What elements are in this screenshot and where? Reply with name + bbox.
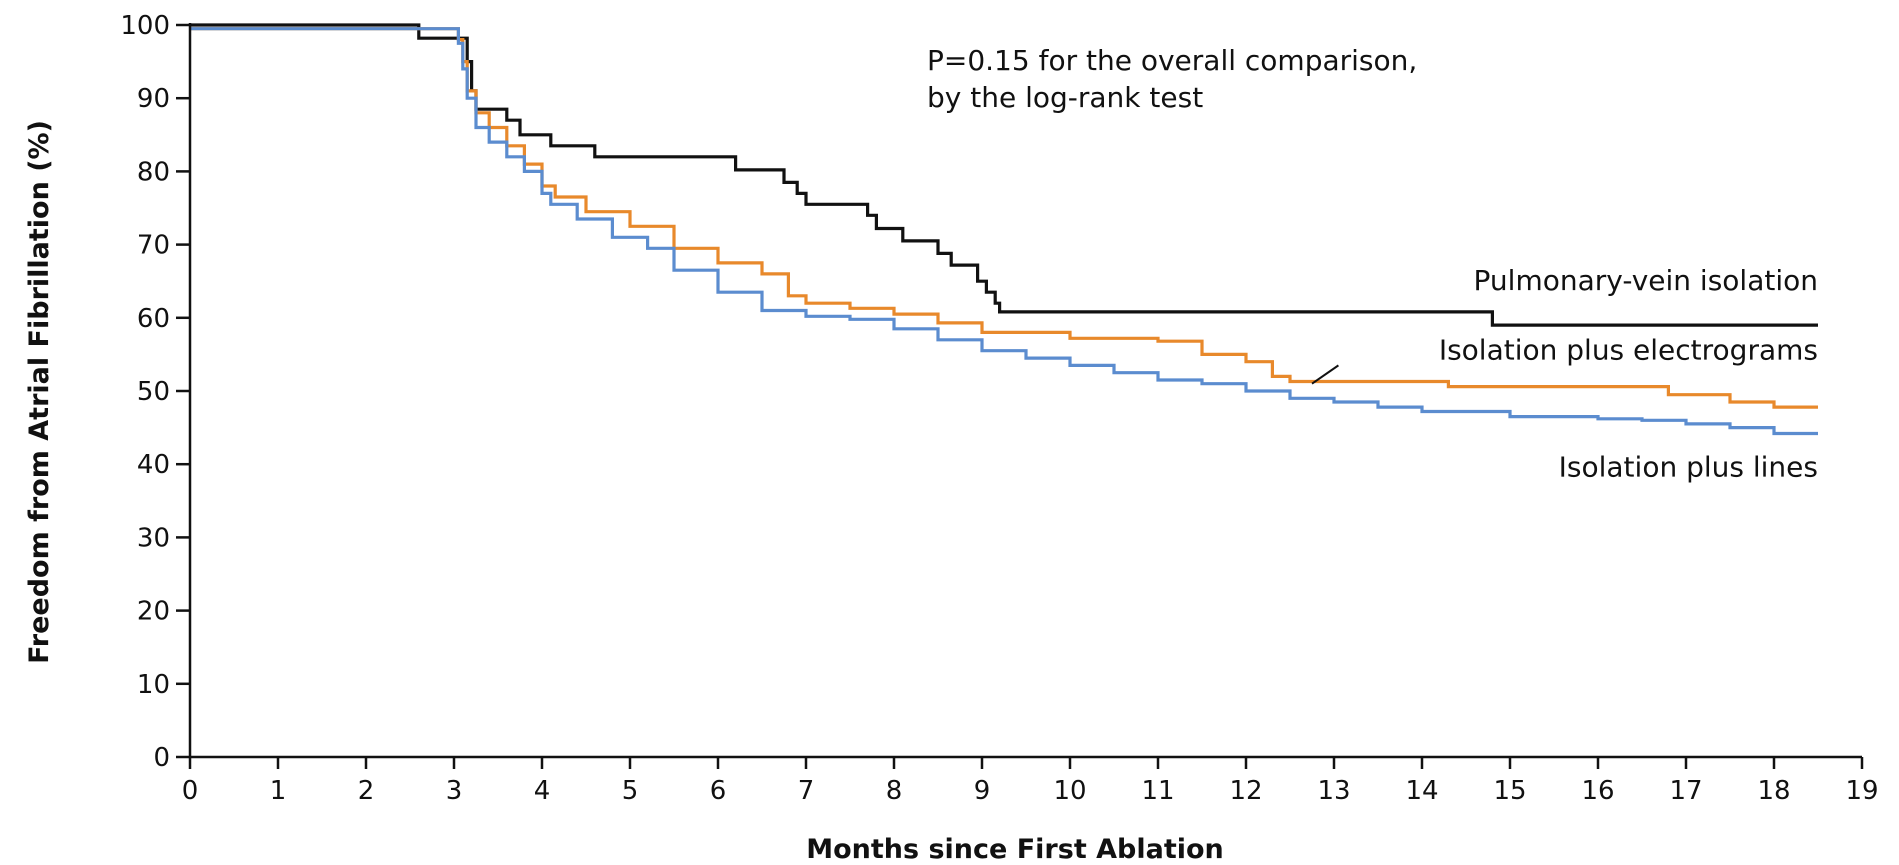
x-tick-label: 8 xyxy=(886,776,903,806)
x-tick-label: 19 xyxy=(1845,776,1878,806)
y-tick-label: 50 xyxy=(137,377,170,407)
y-tick-label: 20 xyxy=(137,597,170,627)
x-tick-label: 11 xyxy=(1141,776,1174,806)
y-axis-title: Freedom from Atrial Fibrillation (%) xyxy=(24,120,55,664)
series-line-isolation-plus-electrograms xyxy=(190,27,1818,409)
x-tick-label: 0 xyxy=(182,776,199,806)
x-tick-label: 2 xyxy=(358,776,375,806)
series-label-isolation-plus-lines: Isolation plus lines xyxy=(1559,451,1818,484)
y-tick-label: 80 xyxy=(137,157,170,187)
y-tick-label: 30 xyxy=(137,523,170,553)
series-line-isolation-plus-lines xyxy=(190,27,1818,436)
x-axis-title: Months since First Ablation xyxy=(806,834,1224,865)
x-tick-label: 3 xyxy=(446,776,463,806)
label-layer: Pulmonary-vein isolation Isolation plus e… xyxy=(1439,264,1818,484)
y-tick-label: 70 xyxy=(137,231,170,261)
x-tick-label: 6 xyxy=(710,776,727,806)
x-tick-label: 9 xyxy=(974,776,991,806)
x-tick-label: 10 xyxy=(1053,776,1086,806)
x-tick-label: 12 xyxy=(1229,776,1262,806)
y-tick-label: 60 xyxy=(137,304,170,334)
x-tick-label: 14 xyxy=(1405,776,1438,806)
series-label-pulmonary-vein-isolation: Pulmonary-vein isolation xyxy=(1474,264,1818,297)
y-tick-label: 90 xyxy=(137,84,170,114)
x-tick-label: 15 xyxy=(1493,776,1526,806)
x-tick-label: 5 xyxy=(622,776,639,806)
series-layer xyxy=(190,23,1818,436)
x-tick-label: 16 xyxy=(1581,776,1614,806)
y-tick-label: 40 xyxy=(137,450,170,480)
x-tick-label: 4 xyxy=(534,776,551,806)
series-line-pulmonary-vein-isolation xyxy=(190,23,1818,327)
y-tick-label: 0 xyxy=(153,743,170,773)
x-tick-label: 7 xyxy=(798,776,815,806)
pvalue-annotation-line1: P=0.15 for the overall comparison, xyxy=(927,44,1417,77)
series-label-isolation-plus-electrograms: Isolation plus electrograms xyxy=(1439,334,1818,367)
y-tick-label: 10 xyxy=(137,670,170,700)
x-tick-label: 17 xyxy=(1669,776,1702,806)
pvalue-annotation-line2: by the log-rank test xyxy=(927,81,1203,114)
x-tick-label: 18 xyxy=(1757,776,1790,806)
x-tick-label: 13 xyxy=(1317,776,1350,806)
electrograms-leader-line xyxy=(1311,364,1339,385)
y-tick-label: 100 xyxy=(120,11,170,41)
x-tick-label: 1 xyxy=(270,776,287,806)
